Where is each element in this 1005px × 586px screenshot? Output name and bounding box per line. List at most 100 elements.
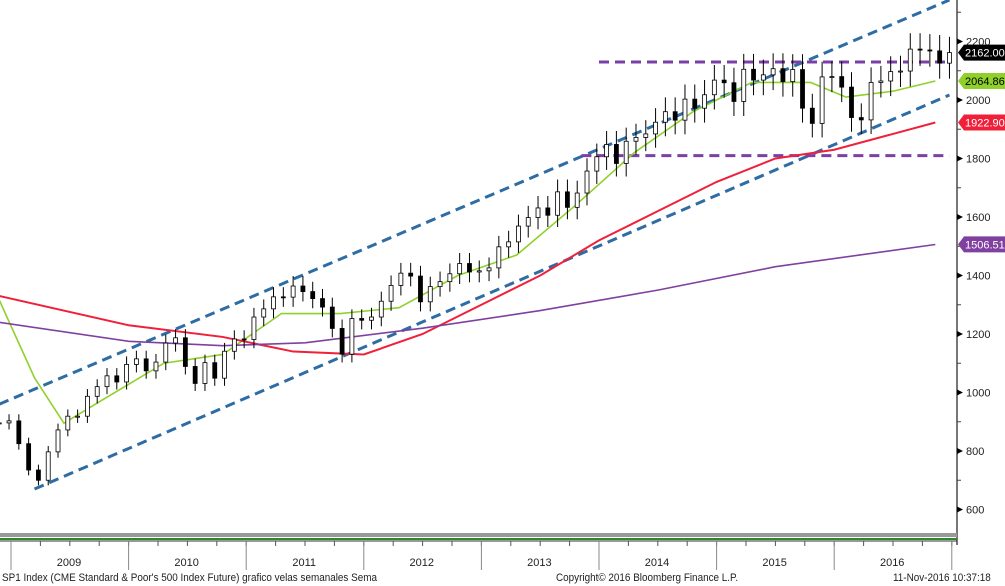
chart-source-label: SP1 Index (CME Standard & Poor's 500 Ind… xyxy=(2,572,377,584)
candle-body xyxy=(545,207,551,216)
candle-body xyxy=(947,52,952,64)
candle-body xyxy=(858,117,864,121)
candle-body xyxy=(408,272,414,277)
candle-body xyxy=(594,156,600,172)
y-tick xyxy=(957,448,963,454)
candle-body xyxy=(329,306,335,329)
candle-body xyxy=(790,69,796,82)
candle-body xyxy=(45,451,51,481)
candle-body xyxy=(476,270,482,273)
candle-body xyxy=(741,68,747,102)
y-tick-label: 1400 xyxy=(966,271,990,283)
candle-body xyxy=(516,225,521,243)
candle-body xyxy=(898,70,903,73)
candle-body xyxy=(633,137,639,142)
candle-body xyxy=(467,263,472,273)
y-tick xyxy=(957,214,963,220)
candle-body xyxy=(849,86,854,118)
price-badge-label: 2162.00 xyxy=(965,48,1005,60)
price-badge-label: 2064.86 xyxy=(965,76,1005,88)
price-badge xyxy=(958,236,1005,253)
candle-body xyxy=(937,50,943,64)
candle-body xyxy=(427,286,433,303)
y-tick xyxy=(957,272,963,279)
x-tick-label: 2015 xyxy=(762,557,786,569)
candle-body xyxy=(525,217,531,227)
x-tick-label: 2014 xyxy=(645,557,669,569)
candle-body xyxy=(143,358,149,372)
candle-body xyxy=(751,68,756,81)
candle-body xyxy=(290,285,296,298)
y-tick xyxy=(957,97,963,103)
candle-body xyxy=(731,82,737,102)
candle-body xyxy=(927,49,933,52)
trendline xyxy=(0,0,951,406)
candle-body xyxy=(907,48,913,72)
candle-body xyxy=(662,111,668,123)
candle-body xyxy=(398,272,404,286)
x-tick-label: 2016 xyxy=(880,557,904,569)
x-tick-label: 2012 xyxy=(410,557,434,569)
candle-body xyxy=(418,275,423,303)
y-tick-label: 600 xyxy=(966,505,984,517)
candle-body xyxy=(36,469,41,481)
y-tick-label: 1000 xyxy=(966,388,990,400)
candle-body xyxy=(486,267,492,272)
candle-body xyxy=(760,74,766,81)
candle-body xyxy=(623,140,629,164)
candle-body xyxy=(6,420,12,424)
trendline xyxy=(33,93,951,491)
candle-body xyxy=(94,386,100,397)
y-tick-label: 1600 xyxy=(966,212,990,224)
candle-body xyxy=(555,191,561,216)
candle-body xyxy=(85,395,90,417)
y-tick xyxy=(957,155,963,162)
candle-body xyxy=(770,68,776,76)
candle-body xyxy=(222,350,227,379)
candle-body xyxy=(604,144,609,158)
y-tick xyxy=(957,389,963,396)
candle-body xyxy=(388,285,394,302)
candle-body xyxy=(574,192,580,208)
candle-body xyxy=(124,364,129,383)
candle-body xyxy=(711,79,717,96)
candle-body xyxy=(75,415,81,418)
candle-body xyxy=(26,443,32,471)
candle-body xyxy=(133,358,139,365)
candle-body xyxy=(163,342,169,363)
candle-body xyxy=(280,296,286,299)
price-badge xyxy=(958,114,1005,131)
candle-body xyxy=(153,361,159,372)
candle-body xyxy=(780,68,786,82)
candle-body xyxy=(447,273,453,283)
candle-body xyxy=(212,362,218,379)
candle-body xyxy=(300,285,306,292)
candle-body xyxy=(0,422,2,425)
moving-average-line xyxy=(0,80,936,425)
candle-body xyxy=(55,429,61,453)
candle-body xyxy=(535,207,541,218)
x-tick-label: 2013 xyxy=(527,557,551,569)
candle-body xyxy=(888,71,894,82)
candle-body xyxy=(192,366,198,384)
y-tick xyxy=(957,38,963,45)
candle-body xyxy=(114,375,120,383)
candle-body xyxy=(809,107,815,124)
candle-body xyxy=(320,298,325,308)
moving-average-line xyxy=(0,121,936,356)
candle-body xyxy=(643,133,649,138)
candle-body xyxy=(369,316,374,321)
candle-body xyxy=(506,241,512,248)
candle-body xyxy=(339,328,345,355)
candle-body xyxy=(457,263,463,275)
y-tick-label: 1800 xyxy=(966,154,990,166)
price-badge-label: 1922.90 xyxy=(965,118,1005,130)
x-tick-label: 2009 xyxy=(57,557,81,569)
candle-body xyxy=(819,76,825,124)
candle-body xyxy=(613,144,619,164)
candle-body xyxy=(202,362,208,384)
candle-body xyxy=(271,296,276,310)
separator-green-line xyxy=(0,538,957,540)
